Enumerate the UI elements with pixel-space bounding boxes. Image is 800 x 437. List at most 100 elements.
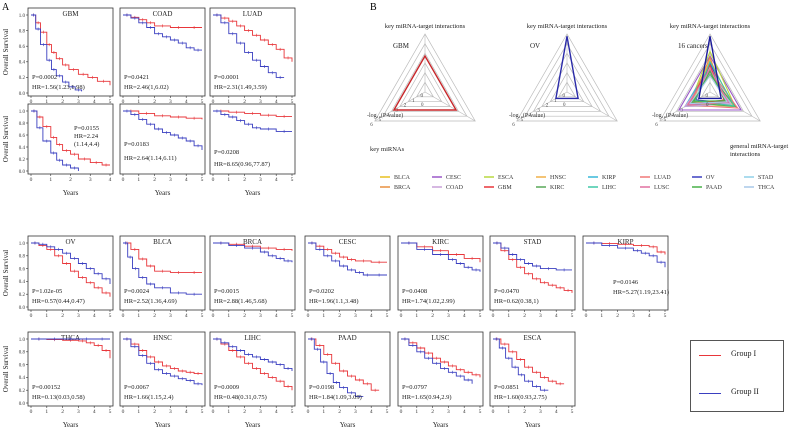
x-tick-label: 0 — [30, 177, 33, 183]
km-frame — [27, 7, 114, 97]
x-axis-label: Years — [245, 421, 261, 429]
hr-label: HR=2.24 — [74, 133, 99, 140]
y-tick-label: 0.4 — [19, 61, 26, 66]
km-frame — [119, 235, 206, 311]
x-tick-label: 0 — [30, 313, 33, 319]
km-frame — [27, 103, 114, 175]
x-tick-label: 5 — [201, 99, 204, 105]
x-tick-label: 3 — [354, 313, 357, 319]
x-tick-label: 4 — [555, 313, 558, 319]
x-tick-label: 2 — [61, 313, 64, 319]
survival-curve-group1 — [401, 338, 481, 378]
radar-tick-label: 3 — [395, 109, 398, 114]
y-tick-label: 0.2 — [19, 76, 26, 81]
km-frame — [209, 103, 296, 175]
km-title: LUAD — [243, 10, 262, 18]
x-tick-label: 0 — [212, 313, 215, 319]
legend-item-hnsc: HNSC — [536, 175, 566, 181]
survival-curve-group2 — [31, 110, 79, 171]
survival-curve-group2 — [401, 338, 473, 384]
radar-tick-label: 4 — [672, 113, 675, 118]
km-title: CESC — [339, 238, 357, 246]
x-tick-label: 3 — [89, 177, 92, 183]
y-tick-label: 1.0 — [19, 242, 26, 247]
x-tick-label: 3 — [169, 177, 172, 183]
radar-grid-ring — [549, 71, 585, 103]
radar-tick-label: 5 — [521, 118, 524, 123]
x-tick-label: 0 — [492, 409, 495, 415]
y-tick-label: 0.0 — [19, 306, 26, 311]
y-tick-label: 0.4 — [19, 376, 26, 381]
x-tick-label: 4 — [275, 313, 278, 319]
radar-spoke — [424, 91, 476, 122]
radar-tick-label: 6 — [512, 123, 515, 128]
survival-curve-group1 — [31, 110, 110, 166]
radar-grid-ring — [659, 33, 761, 122]
radar-ov: 0 12 345 6 -log₁₀(P-value) key miRNA-target i… — [509, 23, 618, 128]
x-tick-label: 5 — [201, 177, 204, 183]
km-title: KIRC — [432, 238, 449, 246]
x-tick-label: 5 — [571, 409, 574, 415]
km-title: LIHC — [244, 334, 261, 342]
x-axis-label: Years — [245, 189, 261, 197]
radar-axis-top-label: key miRNA-target interactions — [527, 23, 608, 30]
x-tick-label: 4 — [185, 177, 188, 183]
survival-curve-group2 — [213, 338, 293, 371]
y-tick-label: 0.4 — [19, 146, 26, 151]
legend-item-coad: COAD — [432, 185, 464, 191]
x-tick-label: 2 — [61, 409, 64, 415]
hr-label: HR=2.52(1.36,4.69) — [124, 298, 177, 305]
legend-item-stad: STAD — [744, 175, 774, 181]
x-tick-label: 5 — [109, 99, 112, 105]
y-tick-label: 0.2 — [19, 293, 26, 298]
legend-label: LUSC — [654, 185, 669, 191]
legend-item-thca: THCA — [744, 185, 775, 191]
x-tick-label: 3 — [77, 313, 80, 319]
km-frame — [119, 7, 206, 97]
radar-series-polygon — [392, 54, 458, 111]
legend-item-lusc: LUSC — [640, 185, 669, 191]
y-axis-label: Overall Survival — [2, 29, 10, 76]
group2-legend-label: Group II — [731, 387, 759, 396]
radar-grid-ring — [516, 33, 618, 122]
radar-grid-ring — [390, 52, 460, 112]
y-tick-label: 0.8 — [19, 122, 26, 127]
y-axis-label: Overall Survival — [2, 346, 10, 393]
survival-curve-group2 — [308, 242, 387, 276]
x-tick-label: 1 — [227, 177, 230, 183]
x-tick-label: 1 — [45, 409, 48, 415]
hr-label: HR=5.27(1.19,23.41) — [613, 289, 669, 296]
radar-tick-label: 6 — [655, 123, 658, 128]
y-tick-label: 0.6 — [19, 134, 26, 139]
hr-label: HR=0.48(0.31,0.75) — [214, 394, 267, 401]
survival-curve-group2 — [213, 242, 293, 263]
km-panel-lusc: 0 1 2 3 4 5 LUSC P=0.0797 HR=1.65(0.94,2.9) Years — [397, 331, 484, 429]
km-panel-coad-ii: 0 1 2 3 4 5 P=0.0183 HR=2.64(1.14,6.11) Years — [119, 103, 206, 197]
x-tick-label: 1 — [600, 313, 603, 319]
x-tick-label: 4 — [93, 313, 96, 319]
radar-spoke — [566, 91, 618, 122]
radar-grid-ring — [557, 81, 577, 98]
x-tick-label: 5 — [386, 313, 389, 319]
x-tick-label: 0 — [307, 313, 310, 319]
x-tick-label: 3 — [447, 409, 450, 415]
radar-series-polygon — [555, 36, 579, 100]
legend-label: KIRP — [602, 175, 616, 181]
x-tick-label: 0 — [307, 409, 310, 415]
p-value-label: P=0.0002 — [32, 74, 57, 81]
km-title: COAD — [153, 10, 173, 18]
legend-label: CESC — [446, 175, 461, 181]
hr-label: HR=1.60(0.93,2.75) — [494, 394, 547, 401]
p-value-label: P=0.0208 — [214, 149, 239, 156]
p-value-label: P=0.0015 — [214, 288, 239, 295]
y-tick-label: 1.0 — [19, 110, 26, 115]
radar-tick-label: 1 — [412, 99, 415, 104]
p-value-label: P=0.0146 — [613, 279, 639, 286]
x-tick-label: 5 — [291, 409, 294, 415]
radar-axis-top-label: key miRNA-target interactions — [670, 23, 751, 30]
km-panel-kirp: 0 1 2 3 4 5 KIRP P=0.0146 HR=5.27(1.19,23.41) — [582, 235, 669, 319]
hr-label: HR=8.65(0.96,77.87) — [214, 161, 270, 168]
x-tick-label: 4 — [275, 177, 278, 183]
legend-item-esca: ESCA — [484, 175, 514, 181]
hr-label: HR=0.62(0.38,1) — [494, 298, 539, 305]
